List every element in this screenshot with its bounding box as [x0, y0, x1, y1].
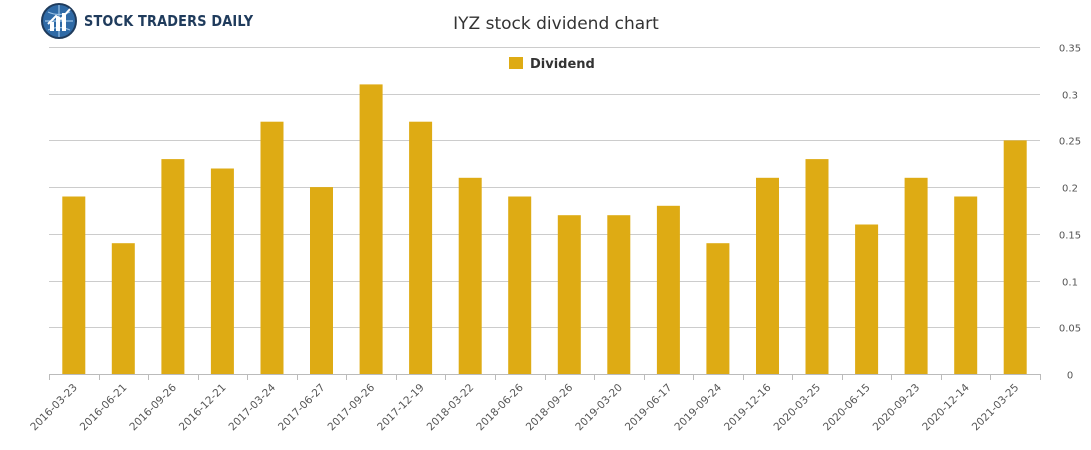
brand-logo[interactable]: STOCK TRADERS DAILY — [40, 2, 281, 40]
bar-2020-09-23[interactable] — [904, 177, 928, 374]
bar-2016-03-23[interactable] — [62, 196, 86, 375]
bar-2020-03-25[interactable] — [805, 159, 829, 374]
legend[interactable]: Dividend — [509, 57, 595, 72]
x-tick-label: 2016-09-26 — [127, 381, 179, 433]
gridlines — [49, 47, 1040, 375]
x-tick-label: 2020-03-25 — [772, 382, 824, 434]
bars — [62, 84, 1027, 375]
x-tick-label: 2021-03-25 — [970, 382, 1022, 434]
legend-swatch-dividend — [509, 57, 523, 69]
y-tick-label: 0.05 — [1059, 324, 1081, 335]
x-tick-label: 2017-06-27 — [276, 382, 328, 434]
y-tick-label: 0.35 — [1059, 44, 1081, 55]
x-tick-label: 2017-03-24 — [226, 381, 278, 433]
bar-2020-06-15[interactable] — [855, 224, 879, 375]
x-tick-label: 2017-12-19 — [375, 382, 427, 434]
x-tick-label: 2020-06-15 — [821, 382, 873, 434]
x-tick-label: 2019-03-20 — [573, 382, 625, 434]
bar-2016-06-21[interactable] — [111, 243, 135, 374]
bar-2017-09-26[interactable] — [359, 84, 383, 375]
bar-2020-12-14[interactable] — [954, 196, 978, 375]
x-tick-label: 2016-06-21 — [78, 382, 130, 434]
chart-title: IYZ stock dividend chart — [453, 14, 659, 34]
y-tick-label: 0.3 — [1062, 91, 1078, 102]
x-tick-label: 2019-12-16 — [722, 381, 774, 433]
bar-2017-06-27[interactable] — [310, 187, 333, 374]
bar-2017-03-24[interactable] — [260, 121, 284, 374]
y-axis-ticks: 0 0.05 0.1 0.15 0.2 0.25 0.3 0.35 — [1059, 44, 1081, 382]
x-tick-label: 2018-03-22 — [425, 382, 477, 434]
bar-2017-12-19[interactable] — [409, 121, 433, 374]
y-tick-label: 0.2 — [1062, 184, 1078, 195]
bar-2019-06-17[interactable] — [656, 205, 680, 374]
bar-2019-09-24[interactable] — [706, 243, 730, 374]
x-axis-ticks: 2016-03-232016-06-212016-09-262016-12-21… — [28, 374, 1041, 434]
x-tick-label: 2017-09-26 — [326, 381, 378, 433]
bar-2018-09-26[interactable] — [557, 215, 581, 374]
bar-2021-03-25[interactable] — [1003, 140, 1027, 374]
bar-2019-03-20[interactable] — [607, 215, 631, 374]
y-tick-label: 0.1 — [1062, 278, 1078, 289]
x-tick-label: 2018-06-26 — [474, 381, 526, 433]
brand-name: STOCK TRADERS DAILY — [84, 12, 254, 30]
y-tick-label: 0.15 — [1059, 231, 1081, 242]
x-tick-label: 2019-09-24 — [672, 381, 724, 433]
x-tick-label: 2016-12-21 — [177, 382, 229, 434]
bar-2016-09-26[interactable] — [161, 159, 185, 374]
bar-2016-12-21[interactable] — [210, 168, 234, 375]
x-tick-label: 2016-03-23 — [28, 382, 80, 434]
bar-2018-03-22[interactable] — [458, 177, 482, 374]
bar-2018-06-26[interactable] — [508, 196, 532, 375]
chart-globe-icon — [41, 3, 77, 39]
x-tick-label: 2020-12-14 — [920, 381, 972, 433]
bar-2019-12-16[interactable] — [756, 177, 779, 374]
legend-label-dividend: Dividend — [530, 57, 595, 72]
x-tick-label: 2019-06-17 — [623, 382, 675, 434]
x-tick-label: 2020-09-23 — [871, 382, 923, 434]
y-tick-label: 0 — [1067, 371, 1073, 382]
x-tick-label: 2018-09-26 — [524, 381, 576, 433]
y-tick-label: 0.25 — [1059, 137, 1081, 148]
